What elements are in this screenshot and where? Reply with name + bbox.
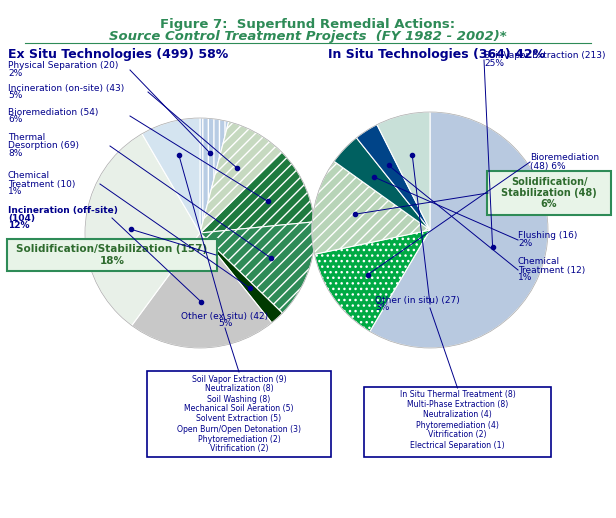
Text: 6%: 6%: [8, 116, 22, 124]
Text: Neutralization (4): Neutralization (4): [423, 410, 492, 420]
Text: 18%: 18%: [100, 256, 124, 266]
FancyBboxPatch shape: [147, 371, 331, 457]
Text: Stabilization (48): Stabilization (48): [501, 188, 597, 198]
Polygon shape: [334, 138, 430, 230]
Text: Thermal: Thermal: [8, 134, 45, 142]
Text: Phytoremediation (4): Phytoremediation (4): [416, 421, 499, 429]
Text: Soil Vapor Extraction (213): Soil Vapor Extraction (213): [484, 51, 606, 61]
Text: Bioremediation: Bioremediation: [530, 153, 599, 163]
Text: Vitrification (2): Vitrification (2): [428, 430, 487, 439]
Text: 6%: 6%: [541, 199, 557, 209]
Text: Solidification/: Solidification/: [511, 177, 587, 187]
FancyBboxPatch shape: [487, 171, 611, 215]
Text: Flushing (16): Flushing (16): [518, 232, 577, 240]
Polygon shape: [200, 222, 315, 313]
Text: Open Burn/Open Detonation (3): Open Burn/Open Detonation (3): [177, 424, 301, 434]
Text: Solidification/Stabilization (157): Solidification/Stabilization (157): [17, 244, 208, 254]
Text: Incineration (off-site): Incineration (off-site): [8, 206, 118, 214]
Text: In Situ Thermal Treatment (8): In Situ Thermal Treatment (8): [400, 391, 516, 399]
Text: 5%: 5%: [8, 92, 22, 100]
Text: Mechanical Soil Aeration (5): Mechanical Soil Aeration (5): [184, 405, 294, 413]
Text: 1%: 1%: [518, 274, 532, 282]
Text: Solvent Extraction (5): Solvent Extraction (5): [197, 414, 282, 424]
Text: Neutralization (8): Neutralization (8): [205, 384, 274, 394]
Text: Treatment (12): Treatment (12): [518, 266, 585, 275]
Text: Ex Situ Technologies (499) 58%: Ex Situ Technologies (499) 58%: [8, 48, 229, 61]
Text: Treatment (10): Treatment (10): [8, 180, 75, 189]
Text: 2%: 2%: [8, 69, 22, 79]
Text: Chemical: Chemical: [8, 171, 50, 180]
Polygon shape: [200, 118, 229, 233]
Text: Vitrification (2): Vitrification (2): [210, 444, 268, 453]
Polygon shape: [85, 134, 200, 325]
Polygon shape: [200, 122, 282, 233]
Text: Figure 7:  Superfund Remedial Actions:: Figure 7: Superfund Remedial Actions:: [160, 18, 456, 31]
Text: Physical Separation (20): Physical Separation (20): [8, 62, 118, 70]
Text: 3%: 3%: [375, 304, 389, 312]
Text: (48) 6%: (48) 6%: [530, 162, 565, 170]
Text: Incineration (on-site) (43): Incineration (on-site) (43): [8, 83, 124, 93]
Polygon shape: [377, 112, 430, 230]
Text: Chemical: Chemical: [518, 257, 560, 266]
Text: 5%: 5%: [218, 320, 232, 328]
Text: 25%: 25%: [484, 60, 504, 68]
Polygon shape: [132, 233, 272, 348]
Text: Bioremediation (54): Bioremediation (54): [8, 108, 99, 117]
Polygon shape: [200, 233, 283, 323]
Polygon shape: [315, 230, 430, 332]
Polygon shape: [142, 118, 200, 233]
Text: Other (in situ) (27): Other (in situ) (27): [375, 295, 460, 305]
Polygon shape: [312, 161, 430, 254]
Text: Phytoremediation (2): Phytoremediation (2): [198, 435, 280, 443]
Polygon shape: [370, 112, 548, 348]
Text: Multi-Phase Extraction (8): Multi-Phase Extraction (8): [407, 400, 508, 410]
Text: Other (ex situ) (42): Other (ex situ) (42): [182, 311, 269, 321]
FancyBboxPatch shape: [364, 387, 551, 457]
Text: (104): (104): [8, 213, 35, 223]
Text: 2%: 2%: [518, 239, 532, 249]
Text: 8%: 8%: [8, 150, 22, 159]
Text: Source Control Treatment Projects  (FY 1982 - 2002)*: Source Control Treatment Projects (FY 19…: [109, 30, 507, 43]
Text: Soil Washing (8): Soil Washing (8): [208, 395, 270, 404]
Polygon shape: [200, 152, 314, 233]
Text: Soil Vapor Extraction (9): Soil Vapor Extraction (9): [192, 375, 286, 383]
Text: Electrical Separation (1): Electrical Separation (1): [410, 440, 505, 450]
Text: Desorption (69): Desorption (69): [8, 141, 79, 151]
Text: 12%: 12%: [8, 222, 30, 231]
Polygon shape: [357, 125, 430, 230]
Text: In Situ Technologies (364) 42%: In Situ Technologies (364) 42%: [328, 48, 545, 61]
Text: 1%: 1%: [8, 188, 22, 196]
FancyBboxPatch shape: [7, 239, 217, 271]
